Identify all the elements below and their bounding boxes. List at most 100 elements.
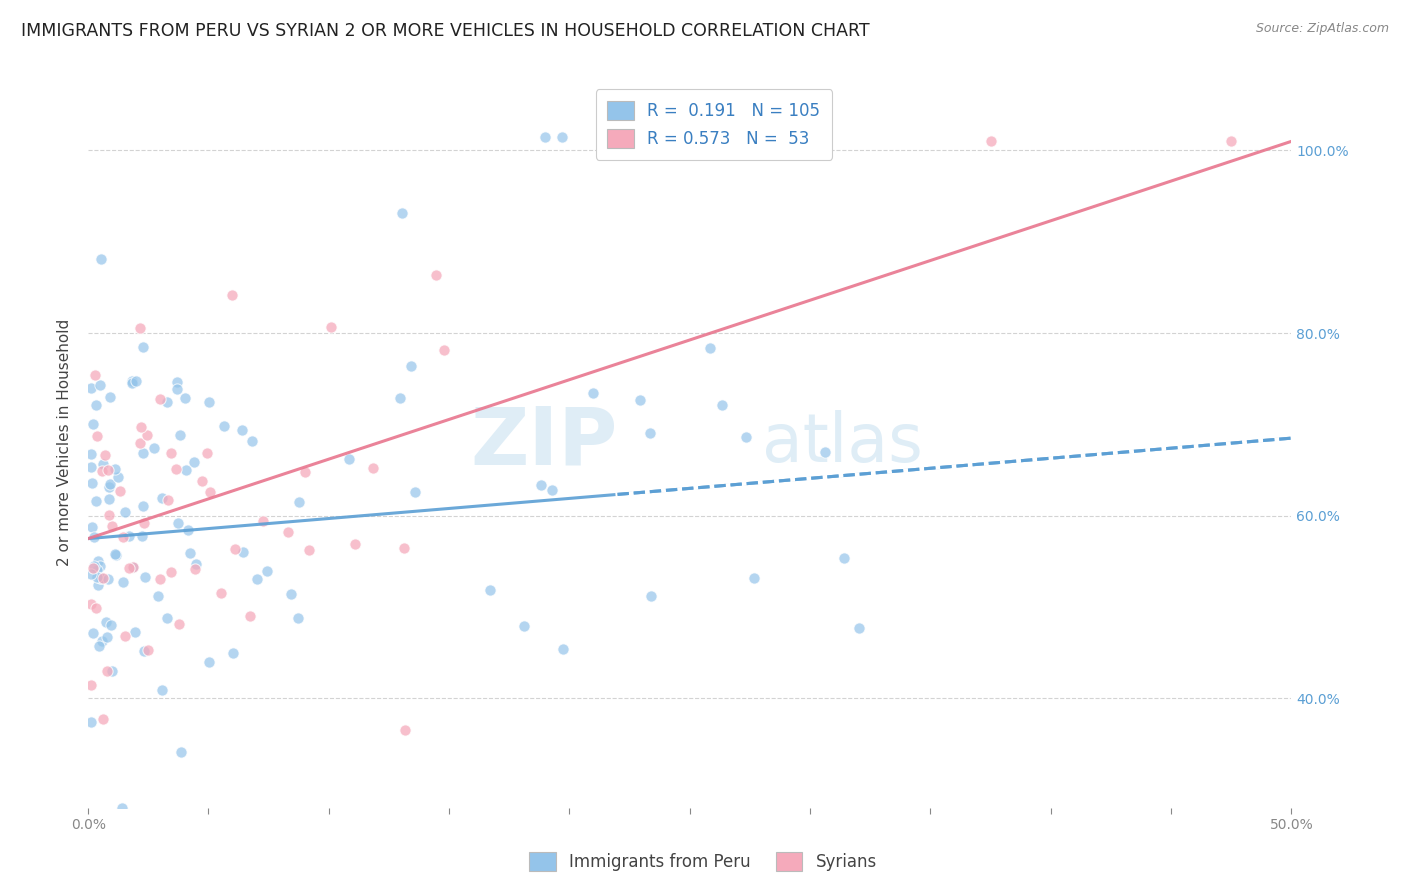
Point xyxy=(86,562,108,576)
Point xyxy=(232,545,254,559)
Point xyxy=(184,562,207,576)
Point xyxy=(121,374,143,388)
Point xyxy=(478,582,501,597)
Point xyxy=(404,485,426,500)
Point xyxy=(640,425,662,440)
Point xyxy=(551,129,574,144)
Point xyxy=(156,493,179,508)
Point xyxy=(628,392,651,407)
Point xyxy=(87,554,110,568)
Point xyxy=(221,288,243,302)
Point xyxy=(97,573,120,587)
Point xyxy=(814,445,837,459)
Point xyxy=(83,368,105,383)
Point xyxy=(91,571,114,585)
Point xyxy=(128,320,150,334)
Point xyxy=(132,340,155,354)
Point xyxy=(848,621,870,635)
Point xyxy=(211,586,233,600)
Point xyxy=(337,452,360,467)
Point xyxy=(391,205,413,219)
Point xyxy=(118,529,141,543)
Point xyxy=(221,646,243,660)
Point xyxy=(388,391,411,405)
Point xyxy=(91,457,114,471)
Point xyxy=(534,129,557,144)
Point xyxy=(104,461,127,475)
Point xyxy=(176,523,198,537)
Point xyxy=(80,460,103,475)
Point xyxy=(166,375,188,389)
Point xyxy=(96,630,118,644)
Point xyxy=(134,570,156,584)
Point xyxy=(114,505,136,519)
Point xyxy=(361,460,384,475)
Point xyxy=(167,516,190,530)
Point xyxy=(121,376,143,391)
Point xyxy=(87,577,110,591)
Point xyxy=(96,664,118,678)
Point xyxy=(101,664,124,678)
Point xyxy=(132,516,155,531)
Point xyxy=(79,447,101,461)
Point xyxy=(1220,134,1243,148)
Point xyxy=(124,624,146,639)
Point xyxy=(179,546,201,560)
Point xyxy=(399,359,422,374)
Point xyxy=(111,801,134,815)
Point xyxy=(82,520,104,534)
Point xyxy=(212,419,235,434)
Point xyxy=(433,343,456,358)
Point xyxy=(84,398,107,412)
Legend: R =  0.191   N = 105, R = 0.573   N =  53: R = 0.191 N = 105, R = 0.573 N = 53 xyxy=(596,89,832,160)
Point xyxy=(138,643,160,657)
Point xyxy=(79,381,101,395)
Point xyxy=(581,386,603,401)
Point xyxy=(90,252,112,267)
Point xyxy=(735,430,758,444)
Point xyxy=(287,610,309,624)
Point xyxy=(165,462,187,476)
Point xyxy=(513,619,536,633)
Point xyxy=(132,445,155,459)
Point xyxy=(166,382,188,396)
Point xyxy=(107,470,129,484)
Point xyxy=(114,629,136,643)
Point xyxy=(198,655,221,669)
Point xyxy=(159,565,181,579)
Point xyxy=(84,601,107,615)
Point xyxy=(156,394,179,409)
Point xyxy=(183,455,205,469)
Point xyxy=(118,561,141,575)
Point xyxy=(90,570,112,584)
Point xyxy=(122,559,145,574)
Point xyxy=(97,463,120,477)
Point xyxy=(83,559,105,574)
Point xyxy=(80,476,103,491)
Point xyxy=(529,478,551,492)
Point xyxy=(170,746,193,760)
Point xyxy=(146,589,169,603)
Point xyxy=(84,493,107,508)
Point xyxy=(288,495,311,509)
Point xyxy=(150,491,173,505)
Point xyxy=(98,390,121,404)
Point xyxy=(242,434,264,448)
Point xyxy=(297,543,319,558)
Point xyxy=(89,378,111,392)
Point xyxy=(294,466,316,480)
Point xyxy=(79,566,101,581)
Point xyxy=(169,427,191,442)
Point xyxy=(82,560,104,574)
Point xyxy=(128,435,150,450)
Point xyxy=(425,268,447,282)
Point xyxy=(640,589,662,603)
Text: IMMIGRANTS FROM PERU VS SYRIAN 2 OR MORE VEHICLES IN HOUSEHOLD CORRELATION CHART: IMMIGRANTS FROM PERU VS SYRIAN 2 OR MORE… xyxy=(21,22,870,40)
Point xyxy=(150,683,173,698)
Point xyxy=(90,633,112,648)
Point xyxy=(256,564,278,578)
Legend: Immigrants from Peru, Syrians: Immigrants from Peru, Syrians xyxy=(520,843,886,880)
Point xyxy=(97,480,120,494)
Point xyxy=(167,616,190,631)
Point xyxy=(980,134,1002,148)
